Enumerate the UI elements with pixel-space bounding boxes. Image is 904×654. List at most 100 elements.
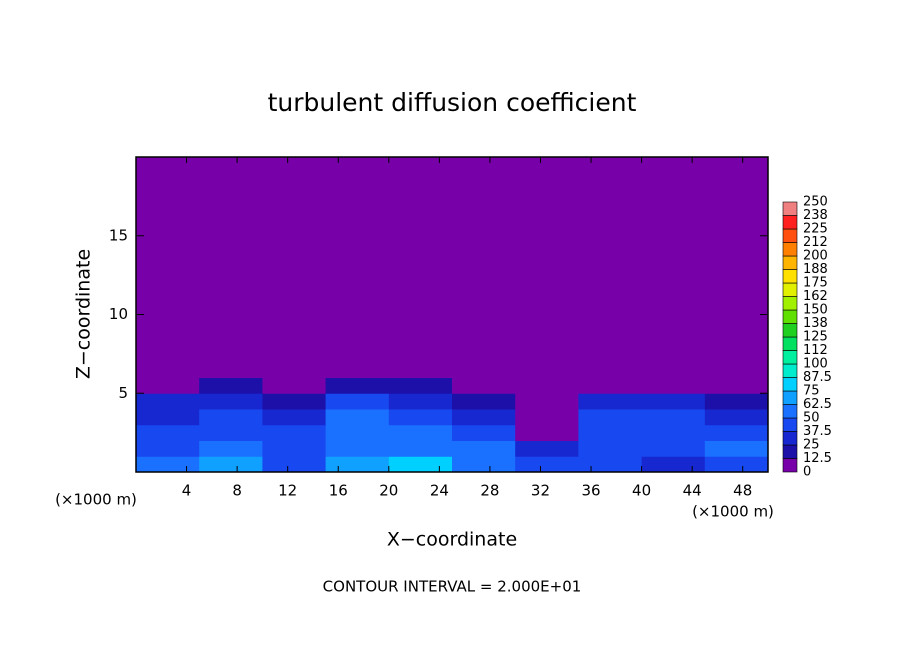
field-cell xyxy=(704,377,769,394)
colorbar-label: 62.5 xyxy=(803,397,832,412)
field-cell xyxy=(704,440,769,457)
colorbar-band xyxy=(782,377,798,392)
colorbar-band xyxy=(782,458,798,473)
field-cell xyxy=(325,157,390,378)
chart-title: turbulent diffusion coefficient xyxy=(268,88,637,117)
field-cell xyxy=(262,456,327,473)
colorbar-band xyxy=(782,296,798,311)
colorbar-band xyxy=(782,390,798,405)
field-cell xyxy=(452,440,516,457)
field-cell xyxy=(136,424,200,441)
field-cell xyxy=(452,377,516,394)
field-cell xyxy=(262,409,327,426)
x-tick-label: 28 xyxy=(480,482,499,500)
field-cell xyxy=(515,157,579,378)
x-tick-label: 8 xyxy=(232,482,242,500)
colorbar-label: 0 xyxy=(803,465,811,480)
colorbar-label: 112 xyxy=(803,343,828,358)
field-cell xyxy=(325,409,390,426)
field-cell xyxy=(388,409,453,426)
colorbar-label: 25 xyxy=(803,438,820,453)
field-cell xyxy=(136,157,200,378)
y-tick-label: 5 xyxy=(118,384,128,402)
field-cell xyxy=(704,424,769,441)
field-cell xyxy=(136,393,200,410)
field-cell xyxy=(199,157,263,378)
field-cell xyxy=(136,377,200,394)
colorbar-band xyxy=(782,269,798,284)
colorbar-band xyxy=(782,336,798,351)
field-cell xyxy=(578,424,643,441)
colorbar-label: 250 xyxy=(803,195,828,210)
field-cell xyxy=(452,157,516,378)
colorbar-band xyxy=(782,363,798,378)
colorbar-label: 12.5 xyxy=(803,451,832,466)
field-cell xyxy=(641,409,706,426)
field-cell xyxy=(641,157,706,378)
field-cell xyxy=(515,456,579,473)
field-cell xyxy=(452,424,516,441)
field-cell xyxy=(388,157,453,378)
field-cell xyxy=(199,409,263,426)
field-cell xyxy=(262,393,327,410)
colorbar-label: 225 xyxy=(803,222,828,237)
field-cell xyxy=(388,456,453,473)
field-cell xyxy=(262,157,327,378)
field-cell xyxy=(515,440,579,457)
plot-area xyxy=(136,157,769,473)
colorbar-label: 188 xyxy=(803,262,828,277)
field-cell xyxy=(199,424,263,441)
colorbar-band xyxy=(782,255,798,270)
field-cell xyxy=(641,424,706,441)
colorbar-band xyxy=(782,417,798,432)
colorbar-label: 50 xyxy=(803,411,820,426)
colorbar-label: 212 xyxy=(803,235,828,250)
colorbar-label: 37.5 xyxy=(803,424,832,439)
colorbar-label: 125 xyxy=(803,330,828,345)
field-cell xyxy=(452,456,516,473)
field-cell xyxy=(262,424,327,441)
field-cell xyxy=(641,440,706,457)
field-cell xyxy=(325,393,390,410)
colorbar-band xyxy=(782,444,798,459)
field-cell xyxy=(641,377,706,394)
colorbar-label: 150 xyxy=(803,303,828,318)
field-cell xyxy=(136,440,200,457)
colorbar-label: 175 xyxy=(803,276,828,291)
field-cell xyxy=(578,377,643,394)
field-cell xyxy=(199,456,263,473)
colorbar-label: 138 xyxy=(803,316,828,331)
colorbar-label: 75 xyxy=(803,384,820,399)
field-cell xyxy=(388,393,453,410)
field-cell xyxy=(515,409,579,426)
field-cell xyxy=(704,157,769,378)
colorbar-band xyxy=(782,309,798,324)
colorbar-label: 100 xyxy=(803,357,828,372)
field-cell xyxy=(199,393,263,410)
field-cell xyxy=(578,393,643,410)
colorbar-band xyxy=(782,404,798,419)
x-tick-label: 20 xyxy=(379,482,398,500)
y-axis-label: Z−coordinate xyxy=(73,249,95,379)
colorbar-label: 87.5 xyxy=(803,370,832,385)
field-cell xyxy=(262,377,327,394)
x-tick-label: 48 xyxy=(733,482,752,500)
x-tick-label: 12 xyxy=(278,482,297,500)
field-cell xyxy=(578,157,643,378)
y-tick-label: 15 xyxy=(109,226,128,244)
colorbar-band xyxy=(782,323,798,338)
x-tick-label: 4 xyxy=(182,482,192,500)
colorbar-band xyxy=(782,215,798,230)
x-tick-label: 36 xyxy=(581,482,600,500)
colorbar-band xyxy=(782,350,798,365)
x-axis-label: X−coordinate xyxy=(387,529,517,551)
colorbar-band xyxy=(782,228,798,243)
field-cell xyxy=(515,424,579,441)
colorbar-label: 162 xyxy=(803,289,828,304)
colorbar-band xyxy=(782,431,798,446)
field-cell xyxy=(704,393,769,410)
footnote: CONTOUR INTERVAL = 2.000E+01 xyxy=(323,578,582,596)
field-cell xyxy=(388,440,453,457)
field-cell xyxy=(325,440,390,457)
